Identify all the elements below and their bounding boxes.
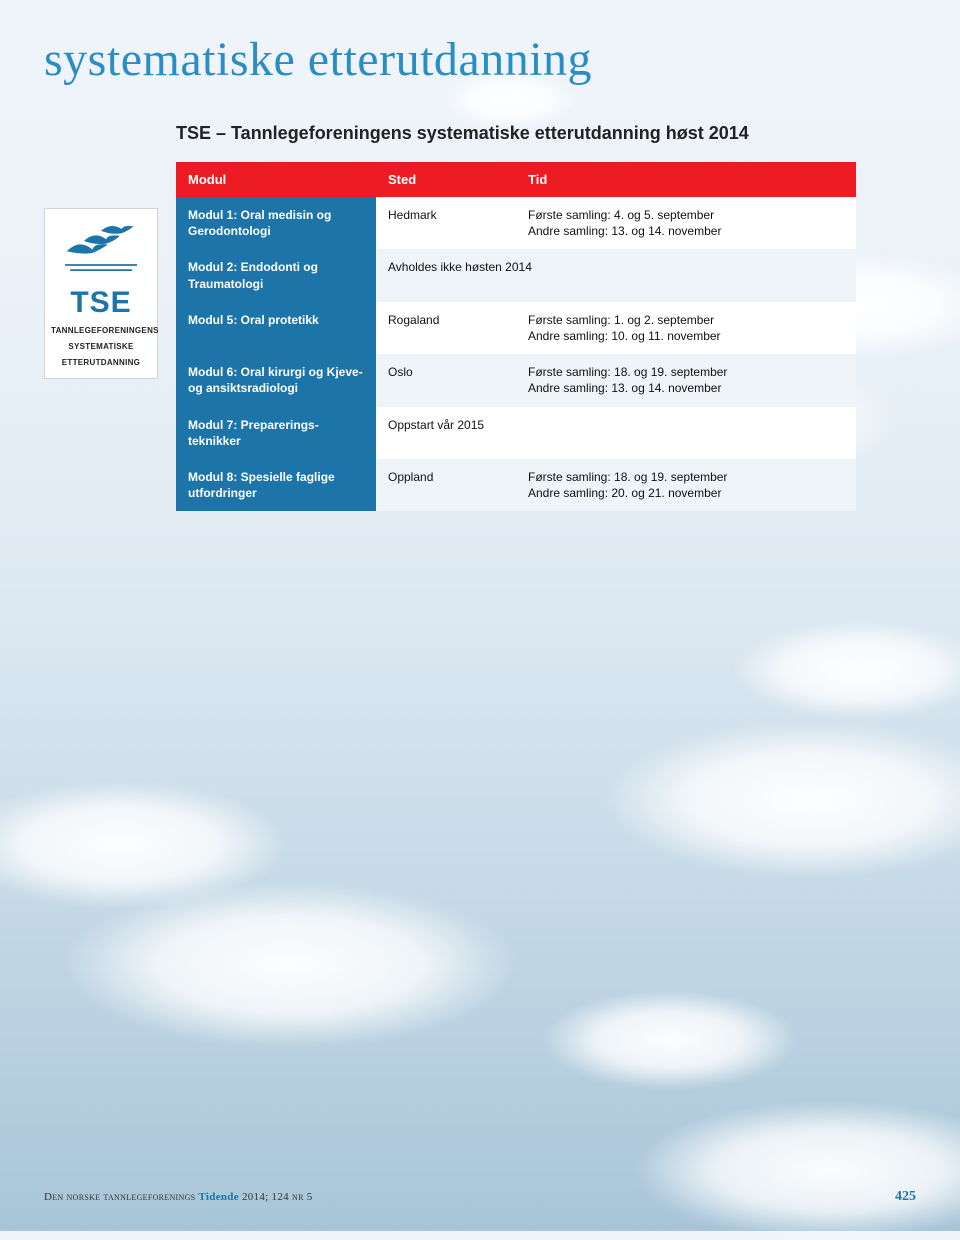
table-header-row: Modul Sted Tid xyxy=(176,162,856,197)
cell-module: Modul 6: Oral kirurgi og Kjeve- og ansik… xyxy=(176,354,376,406)
footer-prefix: Den norske tannlegeforenings xyxy=(44,1191,198,1203)
table-row: Modul 8: Spesielle faglige utfordringer … xyxy=(176,459,856,511)
page-footer: Den norske tannlegeforenings Tidende 201… xyxy=(44,1189,916,1205)
tid-line1: Første samling: 1. og 2. september xyxy=(528,313,714,327)
table-row: Modul 6: Oral kirurgi og Kjeve- og ansik… xyxy=(176,354,856,406)
col-modul: Modul xyxy=(176,162,376,197)
cell-sted: Oppland xyxy=(376,459,516,511)
tid-line2: Andre samling: 13. og 14. november xyxy=(528,224,721,238)
tid-line1: Første samling: 4. og 5. september xyxy=(528,208,714,222)
tid-line1: Første samling: 18. og 19. september xyxy=(528,365,727,379)
cell-sted: Hedmark xyxy=(376,197,516,249)
tid-line2: Andre samling: 20. og 21. november xyxy=(528,486,721,500)
cell-sted-wide: Avholdes ikke høsten 2014 xyxy=(376,249,856,301)
footer-suffix: 2014; 124 nr 5 xyxy=(239,1191,313,1203)
tid-line2: Andre samling: 10. og 11. november xyxy=(528,329,721,343)
schedule-table: Modul Sted Tid Modul 1: Oral medisin og … xyxy=(176,162,856,511)
page-subtitle: TSE – Tannlegeforeningens systematiske e… xyxy=(176,123,916,144)
table-row: Modul 7: Preparerings-teknikker Oppstart… xyxy=(176,407,856,459)
cell-sted: Oslo xyxy=(376,354,516,406)
cell-tid: Første samling: 18. og 19. september And… xyxy=(516,459,856,511)
cell-module: Modul 1: Oral medisin og Gerodontologi xyxy=(176,197,376,249)
cell-module: Modul 7: Preparerings-teknikker xyxy=(176,407,376,459)
footer-citation: Den norske tannlegeforenings Tidende 201… xyxy=(44,1191,313,1203)
cell-sted: Rogaland xyxy=(376,302,516,354)
logo-line2: SYSTEMATISKE xyxy=(51,342,151,352)
birds-icon xyxy=(55,217,147,277)
cell-tid: Første samling: 4. og 5. september Andre… xyxy=(516,197,856,249)
table-row: Modul 2: Endodonti og Traumatologi Avhol… xyxy=(176,249,856,301)
page-number: 425 xyxy=(895,1189,916,1205)
table-row: Modul 1: Oral medisin og Gerodontologi H… xyxy=(176,197,856,249)
footer-brand: Tidende xyxy=(198,1191,238,1203)
logo-acronym: TSE xyxy=(51,286,151,320)
cell-module: Modul 8: Spesielle faglige utfordringer xyxy=(176,459,376,511)
cell-module: Modul 2: Endodonti og Traumatologi xyxy=(176,249,376,301)
col-sted: Sted xyxy=(376,162,516,197)
tse-logo: TSE TANNLEGEFORENINGENS SYSTEMATISKE ETT… xyxy=(44,208,158,379)
tid-line1: Første samling: 18. og 19. september xyxy=(528,470,727,484)
logo-line3: ETTERUTDANNING xyxy=(51,358,151,368)
page-title: systematiske etterutdanning xyxy=(44,32,916,87)
table-row: Modul 5: Oral protetikk Rogaland Første … xyxy=(176,302,856,354)
tid-line2: Andre samling: 13. og 14. november xyxy=(528,381,721,395)
cell-module: Modul 5: Oral protetikk xyxy=(176,302,376,354)
logo-line1: TANNLEGEFORENINGENS xyxy=(51,326,151,336)
cell-tid: Første samling: 18. og 19. september And… xyxy=(516,354,856,406)
col-tid: Tid xyxy=(516,162,856,197)
cell-tid: Første samling: 1. og 2. september Andre… xyxy=(516,302,856,354)
cell-sted-wide: Oppstart vår 2015 xyxy=(376,407,856,459)
